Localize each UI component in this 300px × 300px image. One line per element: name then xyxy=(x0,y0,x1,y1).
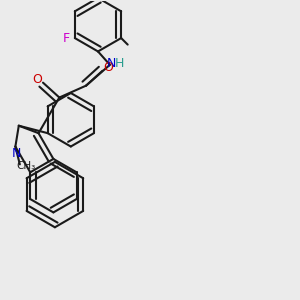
Text: O: O xyxy=(103,61,113,74)
Text: CH₃: CH₃ xyxy=(17,161,36,171)
Text: H: H xyxy=(115,57,124,70)
Text: O: O xyxy=(33,73,43,86)
Text: N: N xyxy=(107,57,116,70)
Text: F: F xyxy=(62,32,70,45)
Text: N: N xyxy=(12,148,22,160)
